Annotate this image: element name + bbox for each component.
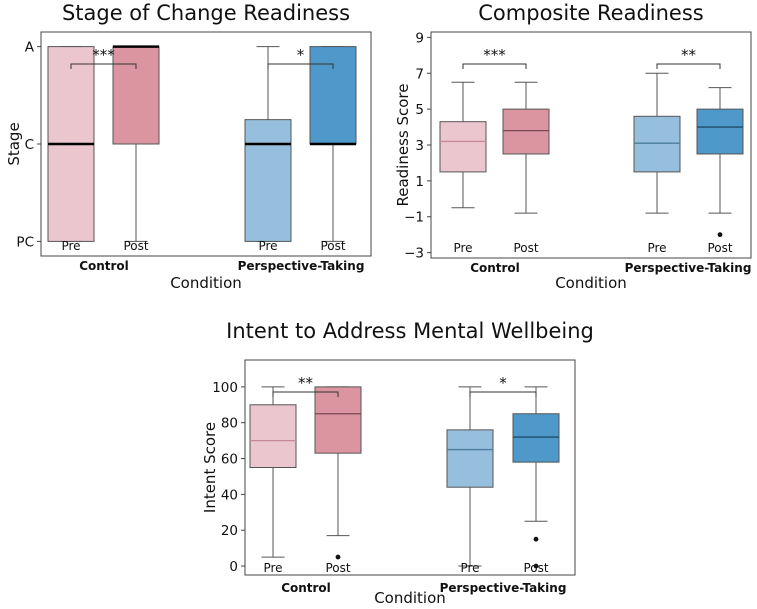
box-pre-control: Pre — [439, 81, 487, 255]
category-label: Post — [513, 241, 538, 255]
group-label: Perspective-Taking — [440, 581, 567, 595]
x-axis-label: Condition — [555, 274, 627, 292]
group-label: Perspective-Taking — [238, 259, 365, 273]
box-pre-perspective-taking: Pre — [244, 46, 292, 253]
y-tick-label: 7 — [415, 66, 424, 82]
box-iqr — [112, 46, 160, 145]
box-iqr — [314, 386, 362, 454]
category-label: Post — [707, 241, 732, 255]
outlier-point — [717, 232, 723, 238]
significance-label: * — [297, 46, 305, 64]
y-tick-label: PC — [16, 234, 34, 250]
box-post-control: Post — [502, 81, 550, 255]
chart-2: Intent to Address Mental Wellbeing 0 20 40 6… — [201, 319, 594, 607]
y-tick-label: 40 — [221, 487, 238, 503]
significance-bracket — [469, 391, 537, 397]
outlier-point — [335, 554, 341, 560]
significance-label: * — [499, 374, 507, 392]
y-tick-label: 100 — [212, 380, 238, 396]
y-tick-label: −3 — [404, 246, 424, 262]
plot-frame — [244, 359, 576, 576]
category-label: Post — [123, 239, 148, 253]
outlier-point — [533, 536, 539, 542]
y-axis-label: Intent Score — [201, 422, 219, 513]
significance-label: *** — [92, 46, 115, 64]
box-post-control: Post — [112, 45, 160, 253]
box-post-perspective-taking: Post — [309, 46, 357, 253]
y-tick-label: 5 — [415, 102, 424, 118]
box-post-control: Post — [314, 386, 362, 575]
chart-title: Stage of Change Readiness — [62, 1, 350, 25]
group-label: Perspective-Taking — [625, 261, 752, 275]
category-label: Pre — [61, 239, 80, 253]
box-iqr — [696, 108, 744, 155]
y-tick-label: −1 — [404, 210, 424, 226]
group-label: Control — [470, 261, 520, 275]
y-tick-label: C — [25, 137, 34, 153]
box-iqr — [249, 404, 297, 468]
box-iqr — [244, 119, 292, 242]
category-label: Pre — [263, 561, 282, 575]
group-label: Control — [79, 259, 129, 273]
box-iqr — [439, 121, 487, 173]
significance-bracket — [462, 63, 527, 69]
box-pre-perspective-taking: Pre — [446, 386, 494, 575]
box-iqr — [446, 429, 494, 488]
group-label: Control — [281, 581, 331, 595]
significance-label: ** — [298, 374, 314, 392]
significance-label: *** — [483, 46, 506, 64]
box-iqr — [309, 46, 357, 145]
box-pre-control: Pre — [47, 46, 95, 253]
box-post-perspective-taking: Post — [512, 386, 560, 575]
category-label: Pre — [647, 241, 666, 255]
significance-bracket — [272, 391, 339, 397]
outlier-point — [533, 563, 539, 569]
chart-title: Intent to Address Mental Wellbeing — [226, 319, 594, 343]
chart-title: Composite Readiness — [478, 1, 703, 25]
y-tick-label: 9 — [415, 30, 424, 46]
significance-bracket — [656, 63, 721, 69]
chart-0: Stage of Change Readiness PC C A Stage Pre Pos… — [5, 1, 372, 292]
y-tick-label: 20 — [221, 523, 238, 539]
category-label: Pre — [258, 239, 277, 253]
y-tick-label: 3 — [415, 138, 424, 154]
category-label: Post — [325, 561, 350, 575]
y-tick-label: 60 — [221, 452, 238, 468]
significance-bracket — [267, 63, 334, 69]
box-pre-control: Pre — [249, 386, 297, 575]
category-label: Post — [523, 561, 548, 575]
y-axis-label: Stage — [5, 122, 23, 165]
box-iqr — [512, 413, 560, 463]
y-tick-label: A — [25, 40, 35, 56]
x-axis-label: Condition — [170, 274, 242, 292]
significance-bracket — [70, 63, 137, 69]
category-label: Pre — [460, 561, 479, 575]
y-axis-label: Readiness Score — [394, 83, 412, 206]
box-post-perspective-taking: Post — [696, 87, 744, 255]
y-tick-label: 80 — [221, 416, 238, 432]
chart-1: Composite Readiness −3 −1 1 3 5 7 9 Readiness Sc… — [394, 1, 752, 292]
y-tick-label: 1 — [415, 174, 424, 190]
category-label: Post — [320, 239, 345, 253]
y-tick-label: 0 — [229, 559, 238, 575]
x-axis-label: Condition — [374, 589, 446, 607]
category-label: Pre — [453, 241, 472, 255]
box-pre-perspective-taking: Pre — [633, 72, 681, 255]
box-iqr — [633, 115, 681, 173]
significance-label: ** — [681, 46, 697, 64]
box-iqr — [502, 108, 550, 155]
